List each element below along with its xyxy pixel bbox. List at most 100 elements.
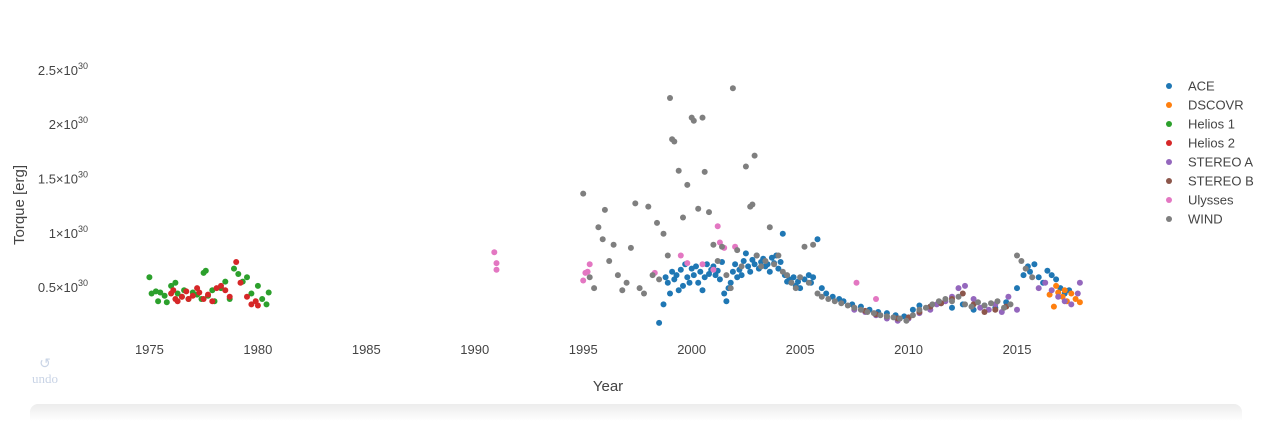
data-point[interactable] bbox=[1053, 282, 1060, 289]
data-point[interactable] bbox=[172, 279, 179, 286]
data-point[interactable] bbox=[981, 309, 988, 315]
data-point[interactable] bbox=[935, 298, 942, 305]
data-point[interactable] bbox=[263, 301, 270, 308]
data-point[interactable] bbox=[703, 261, 710, 268]
data-point[interactable] bbox=[729, 85, 736, 92]
data-point[interactable] bbox=[968, 303, 975, 310]
data-point[interactable] bbox=[758, 263, 765, 270]
data-point[interactable] bbox=[623, 279, 630, 286]
data-point[interactable] bbox=[675, 287, 682, 294]
data-point[interactable] bbox=[890, 314, 897, 321]
data-point[interactable] bbox=[751, 152, 758, 159]
data-point[interactable] bbox=[831, 298, 838, 305]
data-point[interactable] bbox=[231, 265, 237, 272]
data-point[interactable] bbox=[738, 272, 745, 279]
data-point[interactable] bbox=[1055, 293, 1062, 300]
data-point[interactable] bbox=[818, 293, 825, 300]
data-point[interactable] bbox=[654, 219, 660, 226]
data-point[interactable] bbox=[183, 288, 190, 295]
data-point[interactable] bbox=[777, 259, 784, 265]
data-point[interactable] bbox=[580, 190, 587, 197]
data-point[interactable] bbox=[619, 287, 626, 294]
data-point[interactable] bbox=[1005, 293, 1012, 300]
data-point[interactable] bbox=[909, 312, 916, 319]
data-point[interactable] bbox=[916, 302, 923, 309]
data-point[interactable] bbox=[738, 263, 745, 270]
data-point[interactable] bbox=[729, 268, 736, 275]
data-point[interactable] bbox=[591, 285, 598, 292]
data-point[interactable] bbox=[1027, 268, 1033, 275]
data-point[interactable] bbox=[664, 252, 671, 259]
data-point[interactable] bbox=[994, 298, 1001, 305]
data-point[interactable] bbox=[699, 114, 706, 121]
data-point[interactable] bbox=[779, 230, 786, 237]
data-point[interactable] bbox=[942, 296, 949, 302]
data-point[interactable] bbox=[766, 224, 773, 231]
data-point[interactable] bbox=[877, 312, 884, 319]
data-point[interactable] bbox=[673, 272, 680, 279]
legend[interactable]: ACE DSCOVR Helios 1 Helios 2 STEREO A STEREO … bbox=[1166, 79, 1254, 227]
data-point[interactable] bbox=[493, 260, 500, 267]
data-point[interactable] bbox=[732, 261, 739, 268]
data-point[interactable] bbox=[784, 272, 791, 279]
data-point[interactable] bbox=[584, 268, 591, 275]
data-point[interactable] bbox=[202, 267, 209, 274]
data-point[interactable] bbox=[864, 309, 871, 315]
data-point[interactable] bbox=[1048, 272, 1055, 279]
data-point[interactable] bbox=[1035, 285, 1042, 292]
data-point[interactable] bbox=[614, 272, 621, 279]
data-point[interactable] bbox=[844, 302, 851, 309]
data-point[interactable] bbox=[1048, 287, 1055, 294]
legend-item-wind[interactable]: WIND bbox=[1166, 212, 1223, 227]
data-point[interactable] bbox=[734, 247, 741, 254]
data-point[interactable] bbox=[1018, 258, 1025, 264]
data-point[interactable] bbox=[1022, 265, 1029, 272]
data-point[interactable] bbox=[157, 289, 164, 296]
data-point[interactable] bbox=[818, 285, 825, 292]
data-point[interactable] bbox=[1055, 289, 1062, 296]
data-point[interactable] bbox=[1074, 290, 1081, 297]
data-point[interactable] bbox=[788, 279, 795, 286]
data-point[interactable] bbox=[962, 301, 968, 308]
data-point[interactable] bbox=[771, 261, 778, 268]
data-point[interactable] bbox=[660, 301, 667, 308]
data-point[interactable] bbox=[680, 214, 686, 221]
data-point[interactable] bbox=[667, 290, 673, 297]
data-point[interactable] bbox=[196, 289, 203, 296]
data-point[interactable] bbox=[955, 285, 962, 292]
data-point[interactable] bbox=[601, 206, 608, 213]
data-point[interactable] bbox=[1007, 301, 1014, 308]
data-point[interactable] bbox=[209, 298, 216, 305]
data-point[interactable] bbox=[699, 261, 706, 268]
data-point[interactable] bbox=[1014, 306, 1020, 313]
data-point[interactable] bbox=[857, 306, 864, 313]
data-point[interactable] bbox=[749, 201, 756, 208]
data-point[interactable] bbox=[161, 292, 168, 299]
data-point[interactable] bbox=[1072, 296, 1079, 302]
data-point[interactable] bbox=[669, 268, 676, 275]
data-point[interactable] bbox=[174, 298, 181, 305]
data-point[interactable] bbox=[710, 266, 717, 273]
data-point[interactable] bbox=[189, 292, 196, 299]
data-point[interactable] bbox=[723, 298, 730, 305]
data-point[interactable] bbox=[1061, 298, 1068, 305]
data-point[interactable] bbox=[586, 274, 593, 281]
data-point[interactable] bbox=[1020, 272, 1027, 279]
data-point[interactable] bbox=[851, 304, 858, 311]
data-point[interactable] bbox=[226, 293, 233, 300]
data-point[interactable] bbox=[747, 268, 754, 275]
data-point[interactable] bbox=[599, 236, 606, 243]
data-point[interactable] bbox=[825, 296, 832, 302]
data-point[interactable] bbox=[909, 306, 916, 313]
data-point[interactable] bbox=[1014, 285, 1020, 292]
legend-item-helios-2[interactable]: Helios 2 bbox=[1166, 136, 1235, 151]
data-point[interactable] bbox=[163, 299, 170, 306]
data-point[interactable] bbox=[992, 306, 999, 313]
data-point[interactable] bbox=[690, 117, 697, 124]
data-point[interactable] bbox=[883, 313, 890, 320]
data-point[interactable] bbox=[873, 296, 879, 302]
data-point[interactable] bbox=[814, 290, 821, 297]
data-point[interactable] bbox=[701, 274, 708, 281]
data-point[interactable] bbox=[200, 296, 207, 302]
data-point[interactable] bbox=[716, 276, 723, 283]
